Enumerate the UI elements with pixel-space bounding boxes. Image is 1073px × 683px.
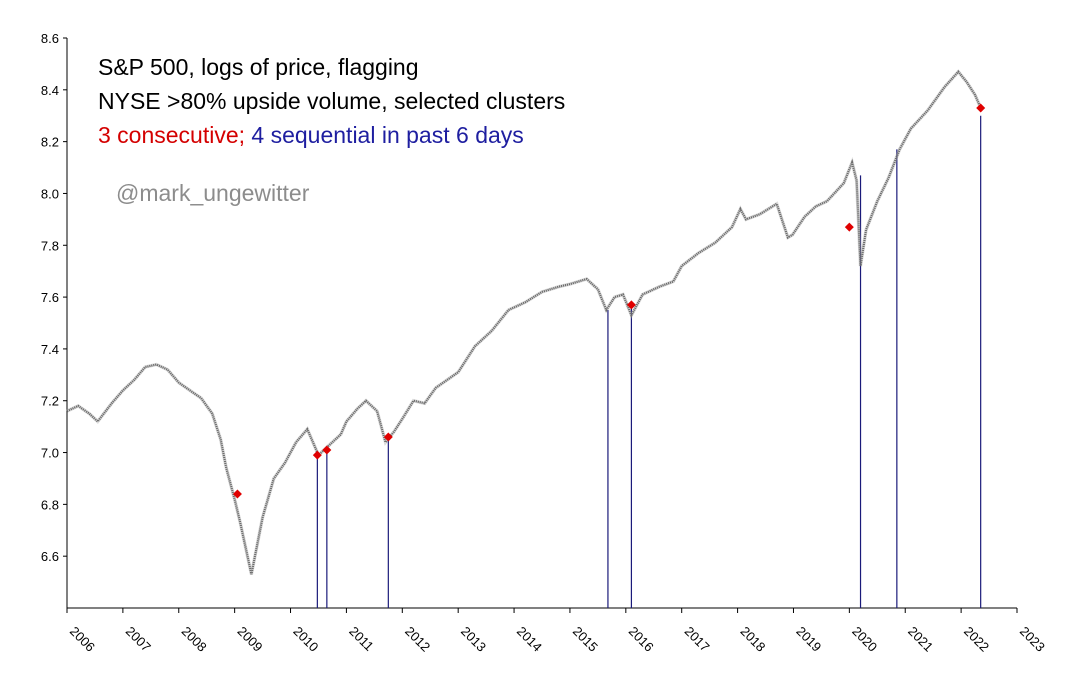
x-tick-label: 2018 (737, 624, 768, 655)
x-tick-label: 2009 (235, 624, 266, 655)
x-tick-label: 2007 (123, 624, 154, 655)
y-tick-label: 8.6 (41, 31, 59, 46)
watermark-handle: @mark_ungewitter (116, 180, 310, 206)
red-flag-marker (312, 450, 322, 460)
y-tick-label: 8.0 (41, 186, 59, 201)
x-tick-label: 2012 (402, 624, 433, 655)
red-flag-markers (232, 103, 986, 499)
x-tick-label: 2015 (570, 624, 601, 655)
x-tick-label: 2006 (67, 624, 98, 655)
x-tick-label: 2021 (905, 624, 936, 655)
x-tick-label: 2010 (290, 624, 321, 655)
price-line-shadow (66, 69, 983, 575)
chart-title-line-2: NYSE >80% upside volume, selected cluste… (98, 88, 566, 114)
y-tick-label: 7.6 (41, 290, 59, 305)
subtitle-red: 3 consecutive; (98, 122, 246, 148)
x-tick-label: 2017 (682, 624, 713, 655)
y-tick-label: 8.2 (41, 135, 59, 150)
red-flag-marker (322, 445, 332, 455)
x-tick-label: 2019 (793, 624, 824, 655)
y-tick-label: 7.2 (41, 394, 59, 409)
x-tick-label: 2008 (179, 624, 210, 655)
red-flag-marker (383, 432, 393, 442)
x-tick-label: 2022 (961, 624, 992, 655)
x-tick-label: 2016 (626, 624, 657, 655)
x-tick-label: 2023 (1017, 624, 1048, 655)
price-line (66, 70, 982, 575)
x-tick-label: 2020 (849, 624, 880, 655)
chart-title-line-1: S&P 500, logs of price, flagging (98, 54, 419, 80)
y-tick-label: 7.0 (41, 446, 59, 461)
red-flag-marker (626, 300, 636, 310)
red-flag-marker (232, 489, 242, 499)
y-tick-label: 6.6 (41, 549, 59, 564)
y-tick-label: 8.4 (41, 83, 59, 98)
subtitle-blue: 4 sequential in past 6 days (251, 122, 524, 148)
y-tick-label: 7.8 (41, 238, 59, 253)
red-flag-marker (844, 222, 854, 232)
chart-subtitle: 3 consecutive; 4 sequential in past 6 da… (98, 122, 524, 149)
x-tick-label: 2013 (458, 624, 489, 655)
y-tick-label: 7.4 (41, 342, 59, 357)
y-tick-label: 6.8 (41, 497, 59, 512)
x-tick-label: 2011 (346, 624, 376, 654)
x-tick-label: 2014 (514, 624, 545, 655)
price-series (66, 69, 983, 575)
red-flag-marker (976, 103, 986, 113)
